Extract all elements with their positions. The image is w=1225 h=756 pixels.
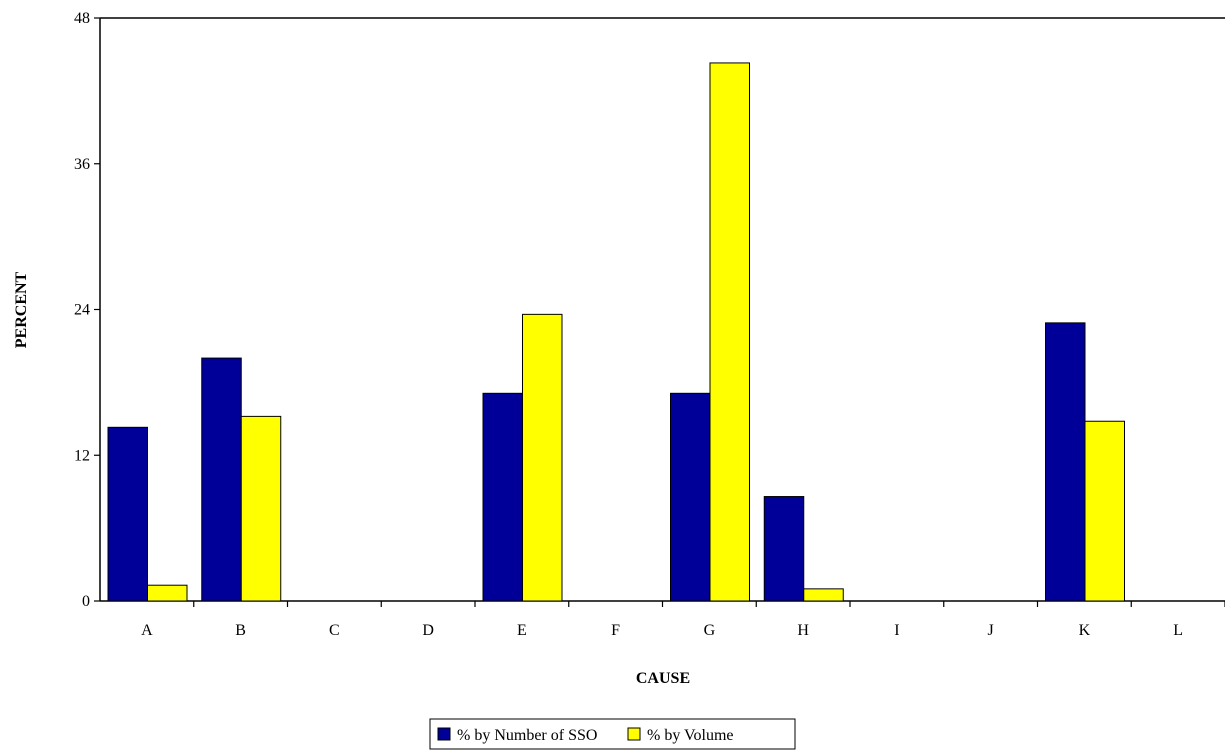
x-tick-label: I bbox=[894, 622, 899, 639]
bar-sso-count-g bbox=[670, 392, 711, 602]
bar-sso-count-a bbox=[107, 426, 148, 602]
y-tick-label: 48 bbox=[74, 10, 90, 27]
bar-volume-e bbox=[522, 313, 563, 602]
bar-volume-a bbox=[147, 584, 188, 602]
x-tick-label: F bbox=[611, 622, 620, 639]
legend-swatch bbox=[437, 727, 451, 741]
x-tick-label: C bbox=[329, 622, 340, 639]
bar-volume-g bbox=[709, 62, 750, 602]
y-tick-label: 12 bbox=[74, 447, 90, 464]
bar-sso-count-h bbox=[763, 496, 805, 602]
x-tick-label: J bbox=[988, 622, 994, 639]
legend: % by Number of SSO % by Volume bbox=[429, 718, 796, 750]
x-tick-label: A bbox=[141, 622, 153, 639]
bar-volume-b bbox=[240, 415, 282, 602]
y-axis-ticks: 0 12 24 36 48 bbox=[74, 10, 100, 610]
y-tick-label: 0 bbox=[82, 593, 90, 610]
x-tick-label: H bbox=[797, 622, 809, 639]
bar-volume-h bbox=[803, 588, 844, 602]
y-tick-label: 24 bbox=[74, 302, 90, 319]
bar-sso-count-b bbox=[201, 357, 242, 602]
legend-swatch bbox=[627, 727, 641, 741]
legend-box bbox=[429, 718, 796, 750]
y-tick-label: 36 bbox=[74, 156, 90, 173]
x-tick-label: G bbox=[704, 622, 716, 639]
x-axis-title: CAUSE bbox=[636, 670, 690, 687]
bars bbox=[107, 62, 1125, 602]
legend-label: % by Volume bbox=[647, 727, 734, 744]
x-axis-ticks: A B C D E F G H I J K L bbox=[141, 601, 1225, 639]
x-tick-label: E bbox=[517, 622, 527, 639]
legend-label: % by Number of SSO bbox=[457, 727, 597, 744]
bar-volume-k bbox=[1084, 420, 1125, 602]
x-tick-label: D bbox=[422, 622, 434, 639]
x-tick-label: B bbox=[235, 622, 246, 639]
bar-sso-count-e bbox=[482, 392, 523, 602]
y-axis-title: PERCENT bbox=[13, 271, 30, 348]
bar-sso-count-k bbox=[1045, 322, 1086, 602]
x-tick-label: K bbox=[1079, 622, 1091, 639]
x-tick-label: L bbox=[1173, 622, 1183, 639]
